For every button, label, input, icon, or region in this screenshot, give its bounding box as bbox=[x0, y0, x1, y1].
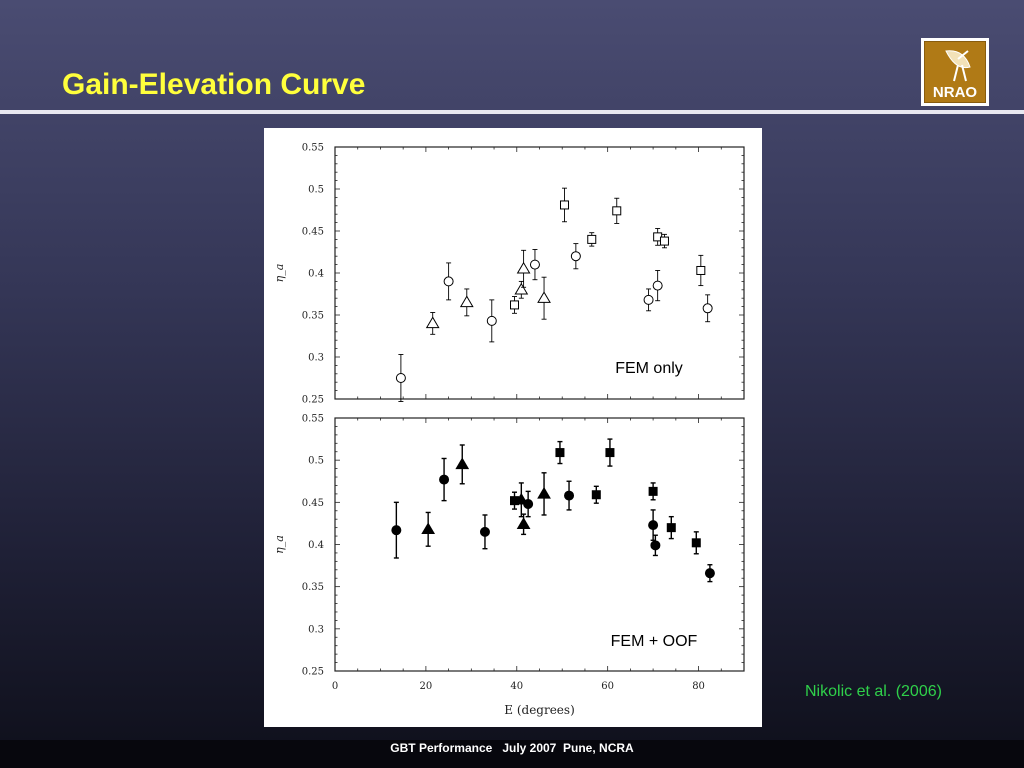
y-tick-label: 0.5 bbox=[308, 456, 324, 467]
y-tick-label: 0.45 bbox=[302, 498, 324, 509]
y-tick-label: 0.3 bbox=[308, 624, 324, 635]
x-tick-label: 0 bbox=[332, 681, 338, 692]
y-tick-label: 0.35 bbox=[302, 311, 324, 322]
data-point-circle bbox=[479, 526, 490, 537]
y-axis-label: η_a bbox=[273, 264, 286, 283]
data-point-square bbox=[612, 206, 622, 216]
data-point-circle bbox=[570, 251, 581, 262]
panel-1: 0.55 0.5 0.45 0.4 0.35 0.3 0.25 η_a FEM only bbox=[273, 143, 745, 406]
y-tick-label: 0.25 bbox=[302, 667, 324, 678]
gain-elevation-figure: 0.55 0.5 0.45 0.4 0.35 0.3 0.25 η_a FEM only 0.55… bbox=[264, 128, 762, 727]
data-point-square bbox=[510, 300, 520, 310]
data-point-circle bbox=[643, 294, 654, 305]
slide-title: Gain-Elevation Curve bbox=[62, 68, 366, 101]
panel-label: FEM only bbox=[615, 360, 683, 377]
data-point-triangle bbox=[514, 282, 529, 295]
x-tick-label: 40 bbox=[510, 681, 523, 692]
data-point-circle bbox=[702, 303, 713, 314]
data-point-circle bbox=[704, 568, 715, 579]
data-point-square bbox=[659, 236, 669, 246]
data-point-square bbox=[591, 490, 601, 500]
y-tick-label: 0.4 bbox=[308, 269, 324, 280]
x-axis-label: E (degrees) bbox=[504, 703, 575, 717]
data-point-square bbox=[559, 200, 569, 210]
data-point-circle bbox=[648, 520, 659, 531]
data-point-circle bbox=[486, 315, 497, 326]
nrao-logo: NRAO bbox=[921, 38, 989, 106]
data-point-circle bbox=[395, 373, 406, 383]
y-tick-label: 0.55 bbox=[302, 414, 324, 425]
data-point-square bbox=[555, 448, 565, 458]
panel-2: 0.55 0.5 0.45 0.4 0.35 0.3 0.25 0 20 40 60 80 η_a E (… bbox=[273, 414, 745, 717]
x-tick-label: 20 bbox=[420, 681, 433, 692]
data-point-square bbox=[666, 523, 676, 533]
y-tick-label: 0.5 bbox=[308, 185, 324, 196]
data-point-circle bbox=[564, 490, 575, 501]
citation: Nikolic et al. (2006) bbox=[805, 683, 942, 700]
y-tick-label: 0.55 bbox=[302, 143, 324, 154]
data-point-triangle bbox=[421, 522, 436, 535]
data-point-square bbox=[510, 496, 520, 506]
panel-label: FEM + OOF bbox=[611, 633, 698, 650]
data-point-circle bbox=[652, 280, 663, 291]
y-tick-label: 0.25 bbox=[302, 395, 324, 406]
y-tick-label: 0.45 bbox=[302, 227, 324, 238]
y-tick-label: 0.3 bbox=[308, 353, 324, 364]
footer-bar bbox=[0, 740, 1024, 768]
title-divider bbox=[0, 110, 1024, 114]
x-tick-label: 60 bbox=[601, 681, 614, 692]
y-tick-label: 0.35 bbox=[302, 582, 324, 593]
y-axis-label: η_a bbox=[273, 535, 286, 554]
data-point-triangle bbox=[459, 295, 474, 308]
data-point-square bbox=[696, 265, 706, 275]
data-point-triangle bbox=[537, 291, 551, 303]
data-point-triangle bbox=[425, 316, 440, 329]
footer-text: GBT Performance July 2007 Pune, NCRA bbox=[390, 741, 634, 755]
data-point-circle bbox=[650, 540, 661, 551]
x-tick-label: 80 bbox=[692, 681, 705, 692]
data-point-square bbox=[605, 448, 615, 458]
y-tick-label: 0.4 bbox=[308, 540, 324, 551]
data-point-triangle bbox=[516, 517, 531, 529]
data-point-triangle bbox=[516, 261, 531, 274]
data-point-circle bbox=[443, 276, 454, 287]
data-point-circle bbox=[439, 474, 450, 485]
data-point-triangle bbox=[455, 457, 470, 470]
data-point-square bbox=[587, 234, 597, 244]
logo-text: NRAO bbox=[933, 84, 977, 101]
data-point-triangle bbox=[537, 486, 551, 499]
data-point-square bbox=[691, 538, 701, 548]
data-point-circle bbox=[391, 525, 402, 536]
data-point-circle bbox=[529, 259, 540, 270]
data-point-square bbox=[648, 486, 658, 496]
